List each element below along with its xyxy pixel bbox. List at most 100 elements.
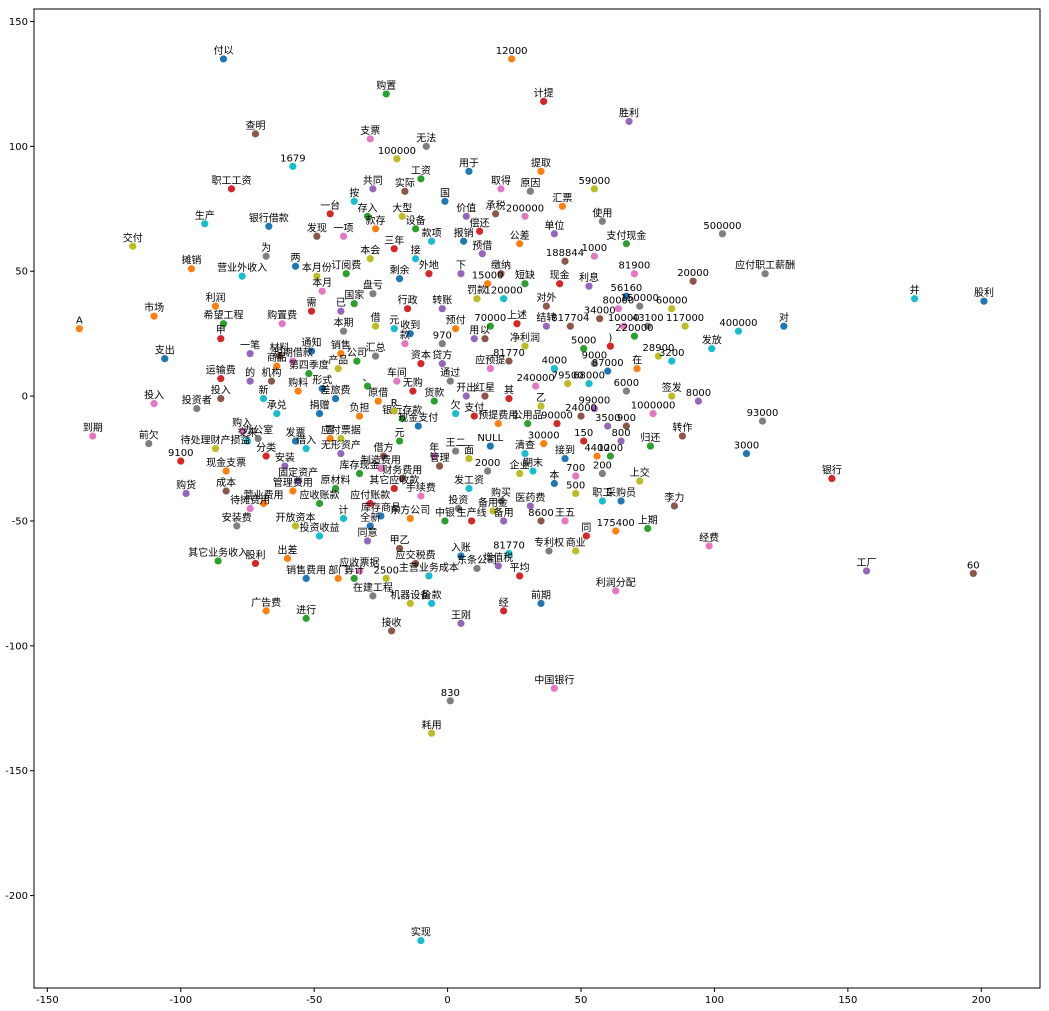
data-point <box>646 442 655 450</box>
x-tick-label: 150 <box>838 995 857 1006</box>
data-point-label: 60 <box>967 560 980 571</box>
data-point-label: 970 <box>433 331 452 342</box>
data-point <box>318 385 326 393</box>
data-point <box>427 599 436 607</box>
data-point <box>291 437 300 445</box>
data-point-label: 4400 <box>584 443 609 454</box>
data-point-label: 1000000 <box>631 401 676 412</box>
data-point-label: 国 <box>440 187 450 199</box>
data-point <box>366 522 374 530</box>
data-point <box>363 382 372 390</box>
data-point <box>598 217 606 225</box>
data-point-label: 企业 <box>510 459 530 472</box>
data-point <box>177 457 185 465</box>
data-point <box>259 499 268 508</box>
data-point <box>452 409 460 418</box>
data-point <box>694 397 703 405</box>
data-point <box>612 527 620 535</box>
data-point-label: 400000 <box>719 318 757 329</box>
data-point <box>622 292 630 300</box>
x-tick-label: 100 <box>705 995 724 1006</box>
data-point-label: 发票 <box>286 426 306 439</box>
data-point <box>369 290 377 298</box>
data-point <box>969 569 977 578</box>
data-point <box>318 287 326 295</box>
data-point <box>668 392 676 400</box>
data-point-label: 应交税费 <box>396 548 436 561</box>
data-point <box>222 487 230 495</box>
data-point-label: 下 <box>456 261 466 272</box>
data-point-label: 材料 <box>269 341 289 354</box>
y-axis: 150 100 50 0 -50 -100 -150 -200 <box>5 17 34 902</box>
data-point <box>438 340 446 348</box>
data-point <box>521 342 529 350</box>
data-point <box>633 365 641 373</box>
data-point-label: 30000 <box>528 431 560 442</box>
data-point-label: 股利 <box>974 287 994 299</box>
data-point <box>313 272 321 280</box>
data-point-label: 职工工资 <box>211 175 251 187</box>
data-point <box>470 412 478 420</box>
data-point <box>604 367 612 375</box>
data-point-label: 偿还 <box>470 216 490 229</box>
data-point-label: 99000 <box>578 396 610 407</box>
data-point-label: 财务费用 <box>382 464 422 477</box>
data-point-label: 68000 <box>573 371 605 382</box>
data-point <box>590 404 598 413</box>
data-point <box>462 392 470 400</box>
data-point <box>390 407 398 415</box>
data-point <box>315 532 324 540</box>
data-point <box>862 567 871 575</box>
data-point <box>355 469 364 478</box>
data-point-label: 2500 <box>374 565 399 576</box>
data-point <box>521 449 529 458</box>
data-point <box>734 327 743 335</box>
x-tick-label: -150 <box>36 995 59 1006</box>
data-point-label: 王二 <box>446 438 466 449</box>
data-point <box>417 492 425 500</box>
data-point-label: 已 <box>336 298 346 309</box>
data-point-label: 预付 <box>446 314 466 327</box>
data-point-label: 待处理财产损益 <box>180 434 250 447</box>
data-point <box>377 464 385 473</box>
data-point-label: 通知 <box>302 336 322 349</box>
data-point-label: 830 <box>441 688 460 699</box>
data-point <box>262 252 270 260</box>
data-point-label: 东方公司 <box>390 503 430 516</box>
data-point <box>457 270 465 278</box>
data-point <box>214 557 222 565</box>
data-point <box>542 302 550 310</box>
data-point <box>390 484 398 493</box>
data-point <box>478 250 486 258</box>
data-point <box>572 472 580 480</box>
data-point <box>585 282 593 290</box>
data-point-label: 8000 <box>686 388 711 399</box>
data-point-label: 营业外收入 <box>217 261 267 274</box>
data-point <box>561 454 569 463</box>
data-point-label: 股利 <box>245 549 265 561</box>
data-point <box>678 432 687 440</box>
data-point <box>566 322 574 330</box>
data-point <box>339 327 348 335</box>
data-point-label: 欠 <box>451 399 461 412</box>
data-point <box>441 197 449 205</box>
data-point-label: 报销 <box>454 226 474 239</box>
data-point-label: 等计 <box>344 563 364 576</box>
data-point <box>403 305 412 313</box>
data-point <box>425 270 433 278</box>
data-point-label: 借入 <box>296 435 316 447</box>
y-tick-label: 100 <box>9 142 28 153</box>
data-point <box>302 614 310 622</box>
data-point <box>521 212 529 220</box>
data-point <box>422 142 430 150</box>
data-point-label: 5000 <box>571 336 596 347</box>
data-point-label: 投资 <box>448 493 468 506</box>
data-point <box>278 320 286 328</box>
data-point-label: 增值税 <box>483 551 513 564</box>
data-point <box>414 422 422 430</box>
data-point <box>331 395 340 403</box>
data-point <box>612 587 620 595</box>
data-point-label: 备用 <box>494 506 514 519</box>
data-point-label: 销售 <box>331 339 351 352</box>
